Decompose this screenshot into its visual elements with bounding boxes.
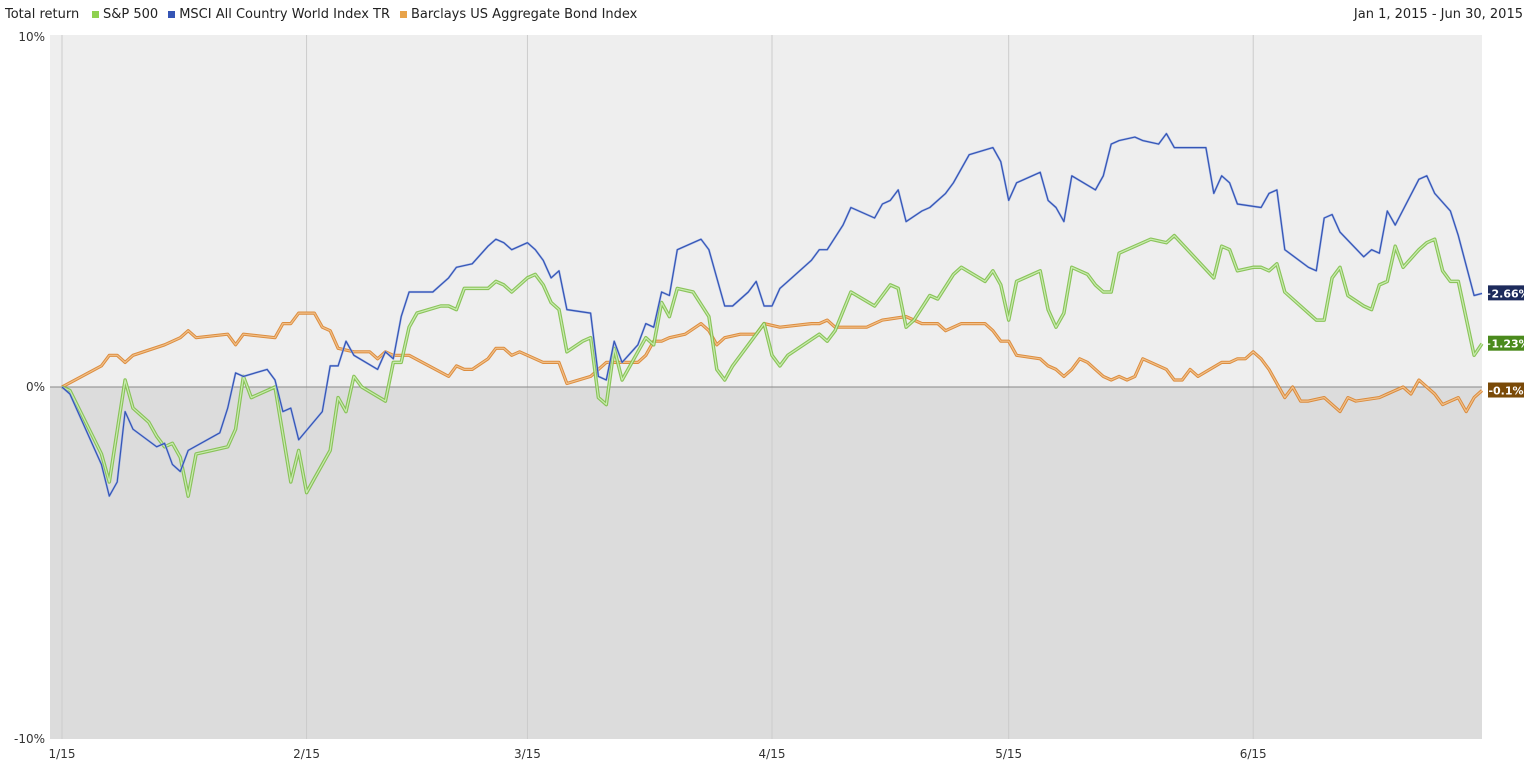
series-line-sp500 — [61, 235, 1483, 497]
chart-title: Total return — [5, 7, 80, 22]
series-line-msci — [61, 133, 1483, 497]
y-tick-label: -10% — [14, 732, 45, 746]
legend: S&P 500 MSCI All Country World Index TR … — [92, 7, 637, 22]
end-label-bg-sp500 — [1488, 335, 1524, 351]
end-label-bg-barclays — [1488, 382, 1524, 398]
x-tick-label: 6/15 — [1240, 747, 1267, 761]
x-tick-label: 3/15 — [514, 747, 541, 761]
date-range[interactable]: Jan 1, 2015 - Jun 30, 2015 — [1353, 7, 1523, 22]
y-tick-label: 0% — [26, 380, 45, 394]
x-tick-label: 2/15 — [293, 747, 320, 761]
legend-item-barclays[interactable]: Barclays US Aggregate Bond Index — [400, 7, 637, 22]
x-tick-label: 5/15 — [995, 747, 1022, 761]
legend-swatch-barclays — [400, 11, 408, 18]
x-tick-label: 4/15 — [759, 747, 786, 761]
legend-label-barclays: Barclays US Aggregate Bond Index — [411, 7, 638, 22]
legend-label-msci: MSCI All Country World Index TR — [179, 7, 391, 22]
chart-header: Total return S&P 500 MSCI All Country Wo… — [0, 0, 1530, 30]
legend-swatch-msci — [168, 11, 176, 18]
legend-label-sp500: S&P 500 — [103, 7, 159, 22]
legend-item-msci[interactable]: MSCI All Country World Index TR — [168, 7, 390, 22]
legend-swatch-sp500 — [92, 11, 99, 18]
end-value-label-barclays: -0.1% — [1488, 385, 1523, 398]
end-label-bg-msci — [1488, 285, 1524, 301]
end-value-label-msci: +2.66% — [1482, 287, 1529, 300]
legend-item-sp500[interactable]: S&P 500 — [92, 7, 158, 22]
x-tick-label: 1/15 — [49, 747, 76, 761]
end-value-label-sp500: +1.23% — [1482, 338, 1529, 351]
y-tick-label: 10% — [18, 30, 45, 44]
plot-area-negative — [50, 387, 1482, 739]
